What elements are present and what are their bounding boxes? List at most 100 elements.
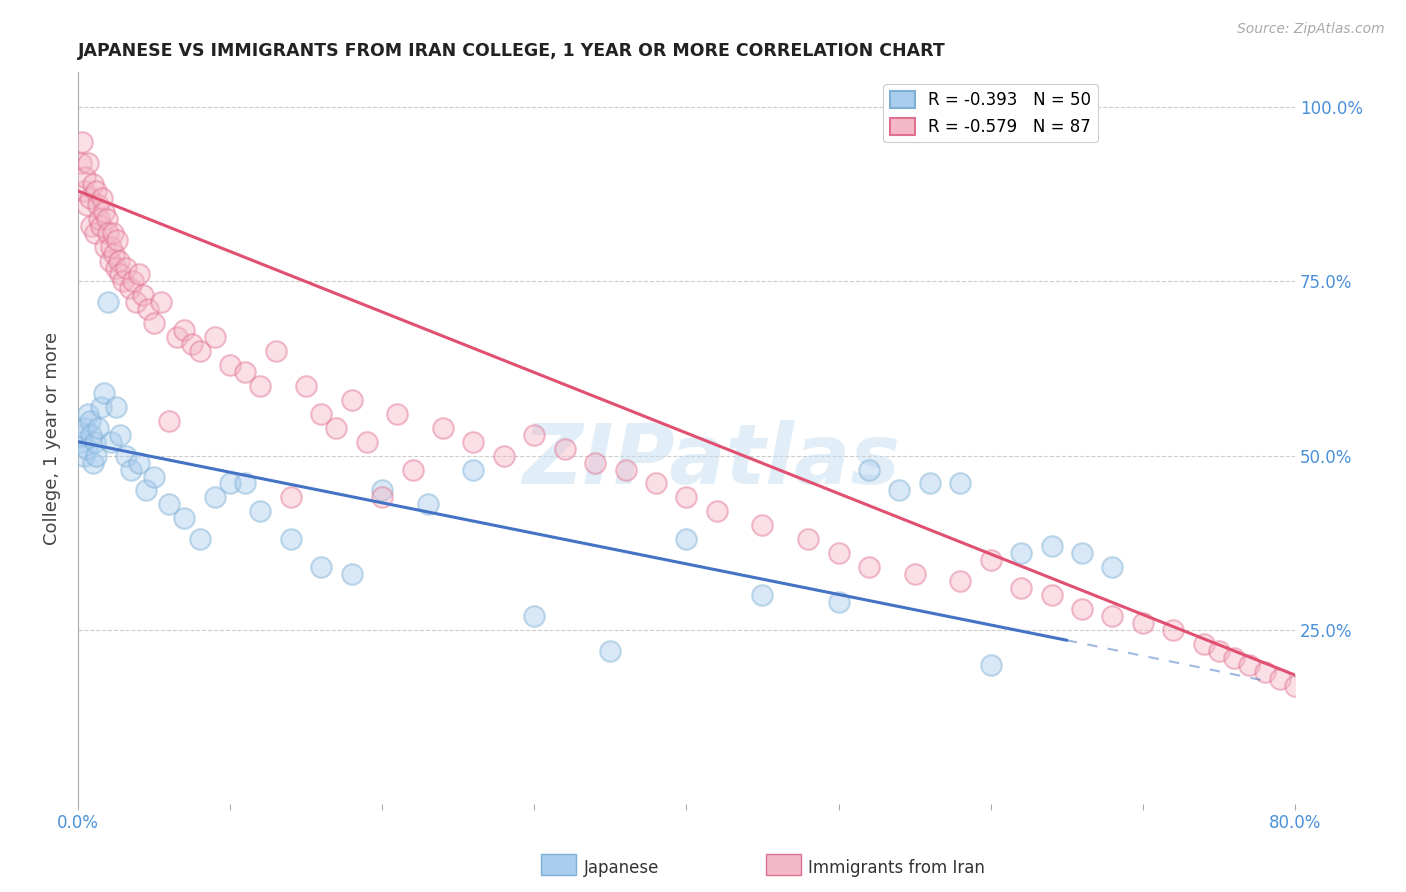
Legend: R = -0.393   N = 50, R = -0.579   N = 87: R = -0.393 N = 50, R = -0.579 N = 87 <box>883 85 1098 143</box>
Point <box>797 533 820 547</box>
Point <box>72 135 94 149</box>
Point <box>93 385 115 400</box>
Point <box>1299 685 1322 699</box>
Y-axis label: College, 1 year or more: College, 1 year or more <box>44 332 60 545</box>
Point <box>401 462 423 476</box>
Point <box>751 588 773 602</box>
Point <box>124 295 146 310</box>
Point <box>1040 539 1063 553</box>
Point <box>980 553 1002 567</box>
Point <box>142 316 165 330</box>
Point <box>118 281 141 295</box>
Text: ZIPatlas: ZIPatlas <box>522 419 900 500</box>
Point <box>1268 672 1291 686</box>
Point <box>583 456 606 470</box>
Point <box>94 239 117 253</box>
Point <box>75 169 97 184</box>
Point <box>492 449 515 463</box>
Point <box>142 469 165 483</box>
Point <box>858 462 880 476</box>
Point <box>371 483 394 498</box>
Point <box>889 483 911 498</box>
Point <box>918 476 941 491</box>
Point <box>706 504 728 518</box>
Point <box>1253 665 1275 679</box>
Point <box>82 456 104 470</box>
Point <box>523 608 546 623</box>
Point <box>82 177 104 191</box>
Point <box>827 546 849 560</box>
Point <box>132 288 155 302</box>
Point <box>249 379 271 393</box>
Point <box>80 219 103 233</box>
Text: Immigrants from Iran: Immigrants from Iran <box>808 859 986 877</box>
Point <box>173 511 195 525</box>
Point <box>86 198 108 212</box>
Text: JAPANESE VS IMMIGRANTS FROM IRAN COLLEGE, 1 YEAR OR MORE CORRELATION CHART: JAPANESE VS IMMIGRANTS FROM IRAN COLLEGE… <box>77 42 946 60</box>
Point <box>980 657 1002 672</box>
Point <box>100 434 122 449</box>
Point <box>128 456 150 470</box>
Point <box>104 400 127 414</box>
Point <box>1192 637 1215 651</box>
Point <box>827 595 849 609</box>
Point <box>233 365 256 379</box>
Point <box>157 497 180 511</box>
Point <box>280 533 302 547</box>
Point <box>101 226 124 240</box>
Point <box>249 504 271 518</box>
Point <box>233 476 256 491</box>
Point <box>1132 615 1154 630</box>
Point <box>80 427 103 442</box>
Point <box>110 427 132 442</box>
Point <box>115 260 138 275</box>
Point <box>112 275 135 289</box>
Point <box>77 156 100 170</box>
Point <box>76 198 98 212</box>
Point <box>90 400 112 414</box>
Point <box>73 449 96 463</box>
Point <box>1223 650 1246 665</box>
Point <box>128 268 150 282</box>
Point <box>188 533 211 547</box>
Point <box>100 239 122 253</box>
Point <box>204 330 226 344</box>
Point <box>1071 546 1094 560</box>
Point <box>73 184 96 198</box>
Text: Source: ZipAtlas.com: Source: ZipAtlas.com <box>1237 22 1385 37</box>
Point <box>295 379 318 393</box>
Point <box>340 567 363 582</box>
Point <box>325 421 347 435</box>
Point <box>904 567 927 582</box>
Point <box>463 434 485 449</box>
Point <box>1161 623 1184 637</box>
Point <box>1101 608 1123 623</box>
Point <box>309 560 332 574</box>
Point <box>645 476 668 491</box>
Point <box>72 427 94 442</box>
Point <box>1040 588 1063 602</box>
Point <box>157 414 180 428</box>
Point <box>135 483 157 498</box>
Point <box>180 337 202 351</box>
Point <box>554 442 576 456</box>
Point <box>120 462 142 476</box>
Point <box>1010 546 1032 560</box>
Point <box>105 233 128 247</box>
Point <box>387 407 409 421</box>
Point <box>103 246 125 260</box>
Point <box>90 219 112 233</box>
Point <box>1239 657 1261 672</box>
Point <box>309 407 332 421</box>
Text: Japanese: Japanese <box>583 859 659 877</box>
Point <box>1010 581 1032 595</box>
Point <box>91 191 114 205</box>
Point <box>110 268 132 282</box>
Point <box>280 491 302 505</box>
Point <box>150 295 173 310</box>
Point <box>104 260 127 275</box>
Point <box>463 462 485 476</box>
Point <box>97 226 120 240</box>
Point <box>173 323 195 337</box>
Point <box>136 302 159 317</box>
